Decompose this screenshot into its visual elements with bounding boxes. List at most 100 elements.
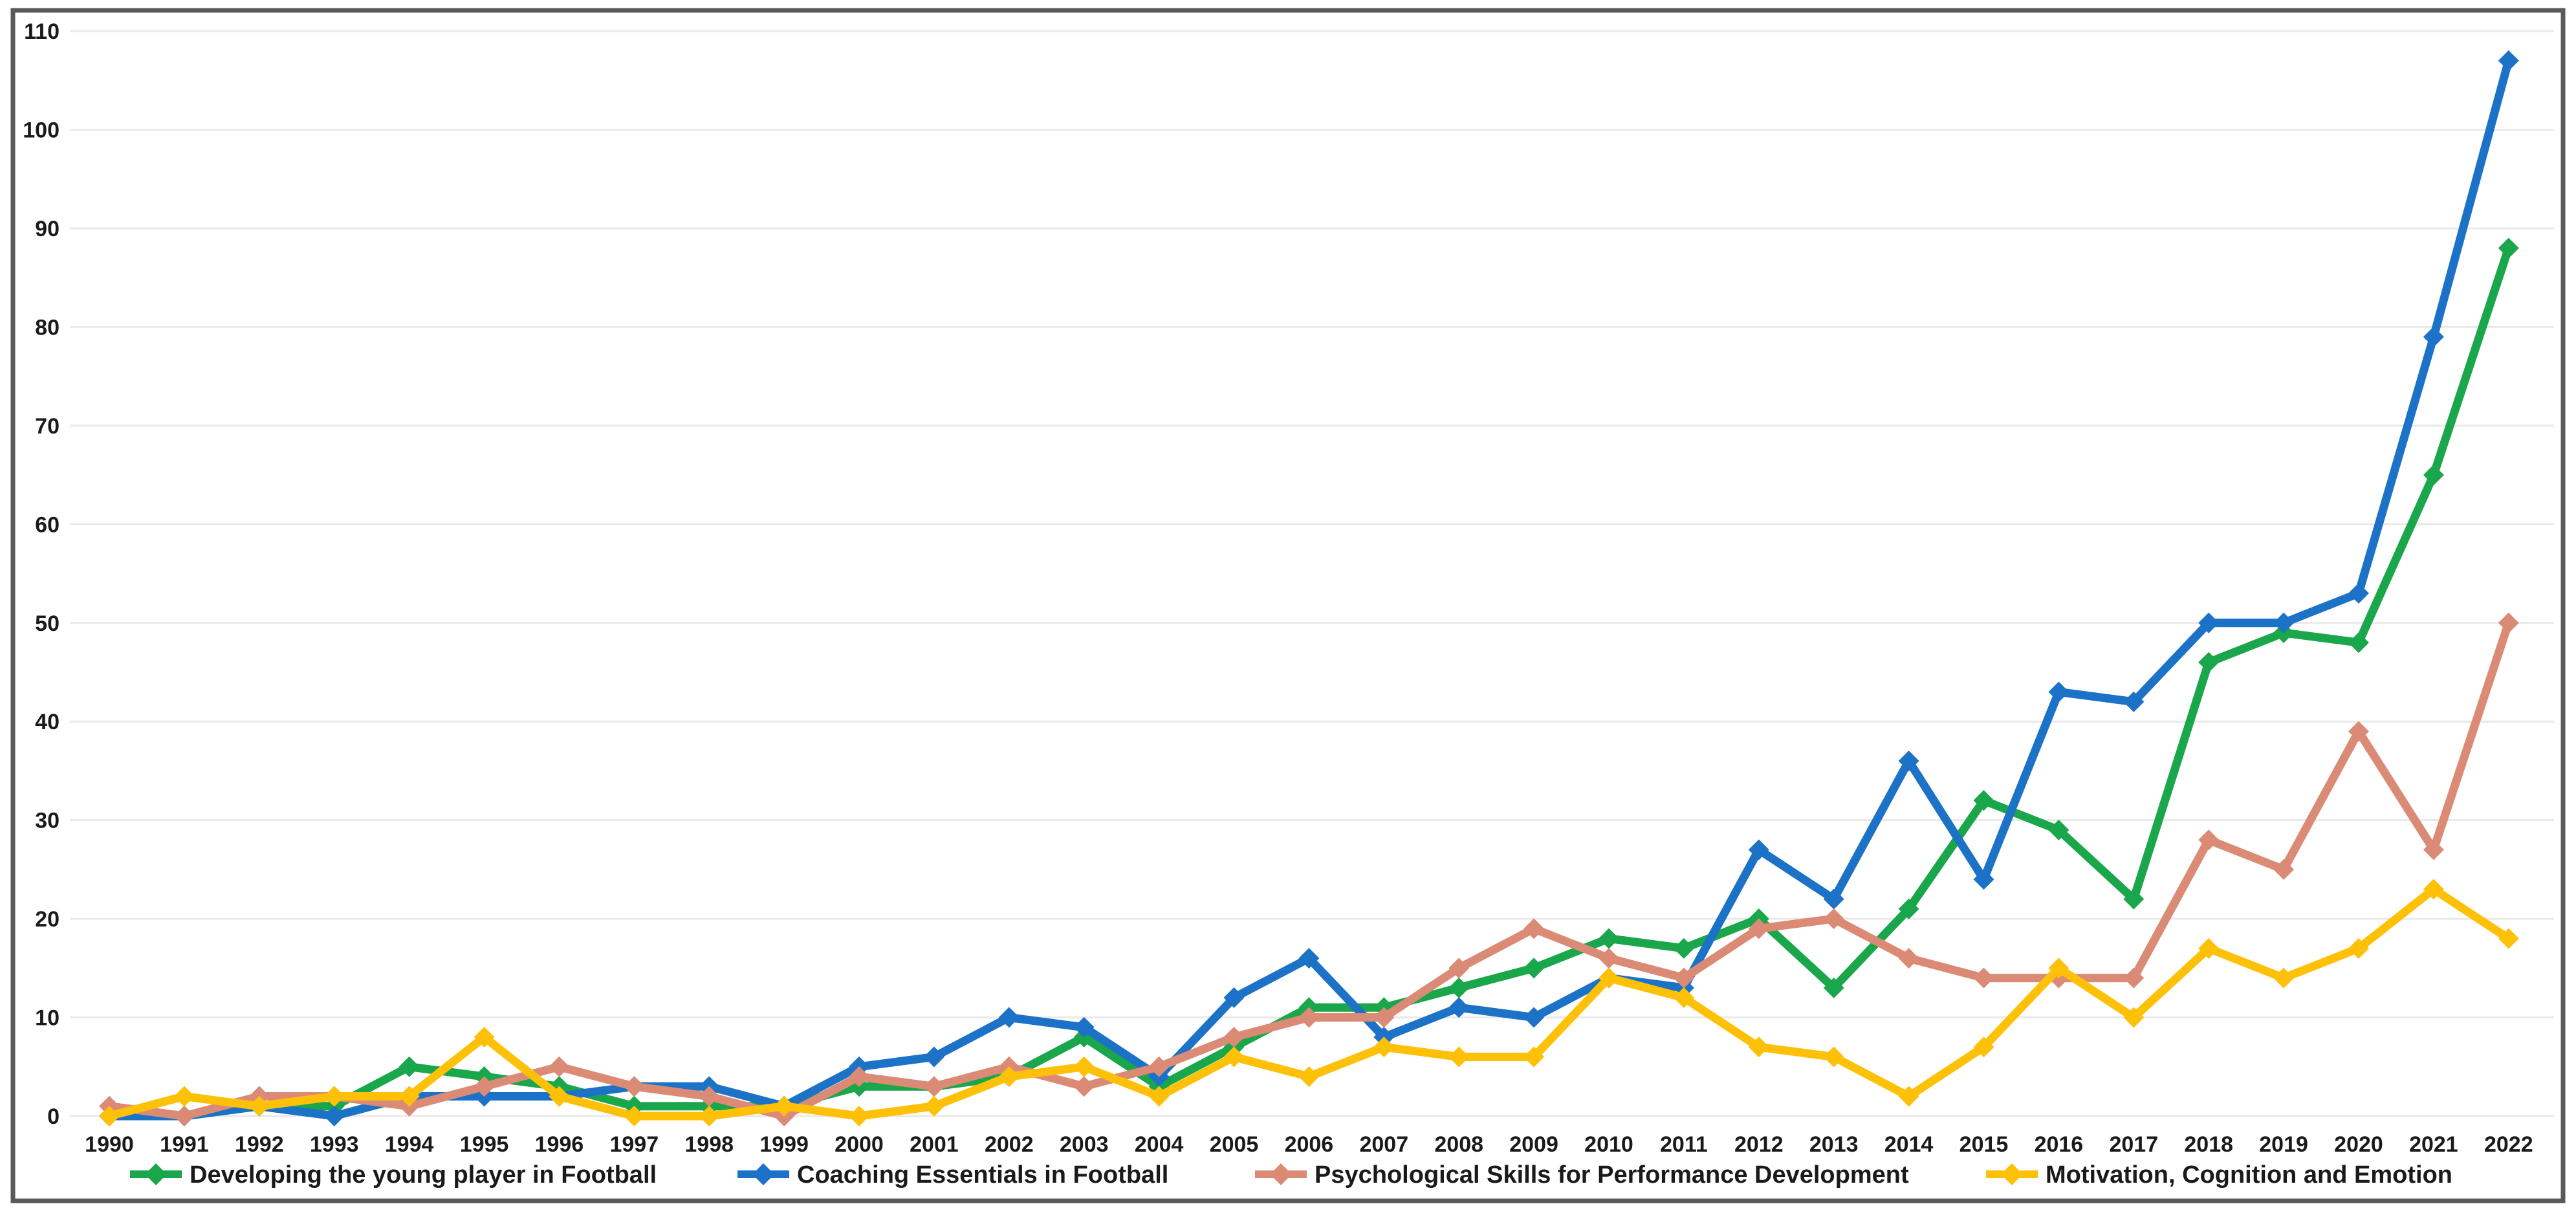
data-point-marker [1448, 958, 1470, 979]
data-point-marker [1599, 948, 1619, 969]
data-point-marker [549, 1086, 570, 1107]
data-point-marker [2423, 839, 2444, 861]
data-point-marker [474, 1076, 495, 1097]
data-point-marker [1748, 839, 1769, 861]
data-point-marker [1073, 1056, 1095, 1077]
data-point-marker [2123, 1007, 2145, 1028]
data-point-marker [1898, 898, 1919, 919]
y-axis-tick-label: 110 [24, 19, 60, 44]
data-point-marker [1298, 1066, 1320, 1088]
x-axis-tick-label: 2022 [2484, 1132, 2533, 1157]
y-axis-tick-label: 100 [23, 118, 60, 143]
chart-border [10, 8, 2566, 1203]
data-point-marker [1448, 977, 1470, 998]
data-point-marker [624, 1076, 645, 1097]
x-axis-labels: 1990 1991 1992 1993 1994 1995 1996 1997 1998 1999… [85, 1132, 2533, 1157]
data-point-marker [1898, 948, 1919, 969]
data-point-marker [2198, 652, 2220, 673]
data-point-marker [1148, 1056, 1170, 1077]
y-axis-tick-label: 10 [35, 1006, 60, 1031]
data-point-marker [1298, 1007, 1320, 1028]
x-axis-tick-label: 2009 [1509, 1132, 1558, 1157]
data-point-marker [1673, 987, 1694, 1009]
y-axis-tick-label: 0 [47, 1104, 60, 1129]
y-axis-tick-label: 90 [35, 217, 60, 241]
y-axis-tick-label: 50 [35, 611, 60, 636]
data-point-marker [2123, 888, 2145, 910]
x-axis-tick-label: 2013 [1809, 1132, 1859, 1157]
data-point-marker [1148, 1086, 1170, 1107]
x-axis-tick-label: 2001 [910, 1132, 959, 1157]
data-point-marker [1223, 1027, 1245, 1048]
series-2 [99, 612, 2519, 1126]
x-axis-tick-label: 1991 [160, 1132, 209, 1157]
y-axis-tick-label: 20 [35, 907, 60, 932]
x-axis-tick-label: 1993 [310, 1132, 359, 1157]
data-point-marker [923, 1095, 944, 1117]
data-point-marker [699, 1086, 720, 1107]
x-axis-tick-label: 2000 [835, 1132, 884, 1157]
legend-diamond-icon [145, 1163, 167, 1185]
data-point-marker [474, 1027, 495, 1048]
legend-item-0: Developing the young player in Football [130, 1161, 657, 1189]
data-point-marker [1973, 869, 1994, 890]
data-point-marker [1748, 918, 1769, 939]
data-point-marker [1523, 1007, 1545, 1028]
x-axis-tick-label: 2019 [2259, 1132, 2308, 1157]
data-point-marker [398, 1056, 420, 1077]
data-point-marker [2198, 937, 2220, 959]
legend-diamond-icon [752, 1163, 774, 1185]
data-point-marker [2198, 829, 2220, 851]
data-point-marker [923, 1076, 944, 1097]
data-point-marker [1448, 1046, 1470, 1068]
data-point-marker [2498, 612, 2519, 633]
y-axis-tick-label: 60 [35, 512, 60, 537]
data-point-marker [2423, 326, 2444, 347]
data-point-marker [2273, 612, 2295, 633]
x-axis-tick-label: 1996 [535, 1132, 584, 1157]
data-point-marker [998, 1066, 1020, 1088]
data-point-marker [2498, 928, 2519, 949]
legend-item-3: Motivation, Cognition and Emotion [1986, 1161, 2452, 1189]
data-point-marker [2048, 681, 2069, 703]
data-point-marker [1298, 948, 1320, 969]
data-point-marker [774, 1095, 795, 1117]
data-point-marker [699, 1106, 720, 1126]
data-point-marker [323, 1106, 345, 1126]
x-axis-tick-label: 1992 [235, 1132, 284, 1157]
data-point-marker [398, 1086, 420, 1107]
data-point-marker [248, 1095, 270, 1117]
data-point-marker [99, 1106, 120, 1126]
data-point-marker [1373, 1036, 1395, 1058]
data-point-marker [1823, 888, 1844, 910]
series-3 [99, 879, 2519, 1126]
data-point-marker [1073, 1016, 1095, 1038]
data-point-marker [323, 1086, 345, 1107]
data-point-marker [1523, 918, 1545, 939]
y-axis-tick-label: 80 [35, 315, 60, 340]
data-point-marker [2273, 967, 2295, 989]
x-axis-tick-label: 2021 [2409, 1132, 2458, 1157]
legend-label: Coaching Essentials in Football [797, 1161, 1168, 1189]
data-point-marker [2423, 465, 2444, 486]
data-point-marker [2498, 237, 2519, 259]
legend-item-2: Psychological Skills for Performance Dev… [1255, 1161, 1909, 1189]
data-point-marker [1523, 1046, 1545, 1068]
x-axis-tick-label: 2002 [985, 1132, 1034, 1157]
legend-label: Developing the young player in Football [190, 1161, 657, 1189]
data-point-marker [2348, 583, 2369, 604]
legend-label: Psychological Skills for Performance Dev… [1315, 1161, 1909, 1189]
x-axis-tick-label: 1994 [385, 1132, 434, 1157]
x-axis-tick-label: 2016 [2035, 1132, 2084, 1157]
data-point-marker [1599, 928, 1619, 949]
data-point-marker [1448, 997, 1470, 1018]
x-axis-tick-label: 1999 [759, 1132, 809, 1157]
x-axis-tick-label: 2010 [1584, 1132, 1633, 1157]
x-axis-tick-label: 2020 [2334, 1132, 2383, 1157]
data-point-marker [2498, 50, 2519, 71]
data-point-marker [849, 1066, 869, 1088]
data-point-marker [1898, 751, 1919, 772]
legend: Developing the young player in Football C… [130, 1161, 2452, 1189]
data-point-marker [173, 1106, 195, 1126]
